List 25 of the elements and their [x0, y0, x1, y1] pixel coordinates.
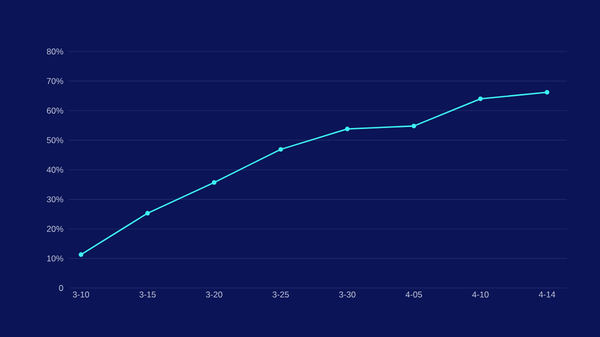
point	[345, 126, 350, 132]
y-tick-label: 10%	[47, 255, 64, 262]
x-tick-label: 3-30	[339, 292, 356, 298]
x-tick-label: 3-10	[72, 292, 90, 298]
point	[412, 124, 416, 128]
point	[145, 210, 150, 216]
y-tick-label: 60%	[46, 108, 64, 114]
x-tick-label: 3-15	[139, 292, 156, 298]
y-tick-label: 70%	[46, 78, 64, 84]
y-tick-label: 0	[59, 285, 64, 291]
x-tick-label: 4-10	[472, 292, 489, 298]
y-tick-label: 80%	[46, 48, 64, 54]
y-tick-label: 30%	[46, 196, 64, 202]
x-tick-label: 3-25	[272, 292, 289, 298]
point	[212, 180, 216, 185]
x-tick-label: 4-14	[538, 292, 556, 298]
point	[544, 90, 550, 95]
x-tick-label: 3-20	[206, 292, 222, 298]
y-tick-label: 20%	[46, 226, 64, 232]
point	[478, 96, 483, 102]
point	[278, 147, 284, 152]
x-tick-label: 4-05	[406, 292, 422, 298]
point	[78, 252, 84, 257]
y-tick-label: 40%	[46, 166, 64, 173]
y-tick-label: 50%	[46, 137, 64, 144]
